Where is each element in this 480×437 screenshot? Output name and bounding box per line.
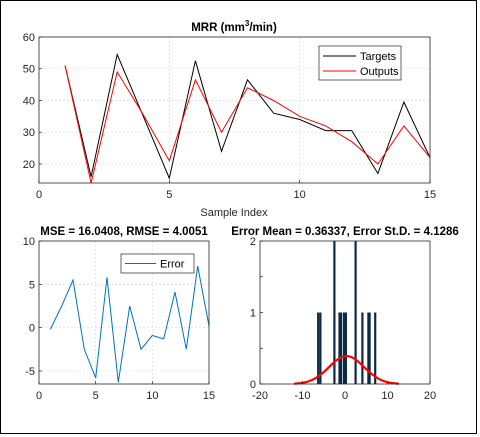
histogram-bar	[354, 241, 357, 384]
error-ytick-label: 10	[23, 236, 35, 248]
error-legend: Error	[120, 253, 195, 274]
error-xtick-label: 15	[203, 390, 215, 402]
histogram-xtick-label: 20	[424, 390, 436, 402]
error-axes-box	[38, 240, 210, 385]
histogram-chart-title: Error Mean = 0.36337, Error St.D. = 4.12…	[231, 226, 459, 238]
histogram-ytick-label: 1	[250, 308, 256, 320]
legend-label-error: Error	[160, 259, 185, 271]
top-x-axis-label: Sample Index	[200, 207, 268, 219]
error-ytick-label: -5	[25, 366, 35, 378]
top-series-outputs-line	[64, 65, 431, 184]
top-ytick-label: 20	[23, 159, 35, 171]
histogram-bars	[317, 241, 377, 384]
error-xtick-label: 10	[146, 390, 158, 402]
error-chart-title: MSE = 16.0408, RMSE = 4.0051	[40, 226, 208, 238]
error-ytick-label: 5	[29, 279, 35, 291]
histogram-bar	[344, 312, 347, 384]
histogram-bar	[368, 312, 371, 384]
histogram-fit	[293, 354, 400, 385]
normal-fit-curve	[293, 354, 400, 385]
top-xtick-label: 5	[166, 189, 172, 201]
error-legend-box	[120, 253, 195, 274]
top-xtick-label: 15	[424, 189, 436, 201]
top-ytick-label: 40	[23, 95, 35, 107]
histogram-ytick-label: 2	[250, 236, 256, 248]
top-series-targets-line	[64, 52, 431, 180]
error-series-error-line	[49, 266, 210, 383]
histogram-bar	[343, 312, 346, 384]
histogram-bar	[338, 312, 341, 384]
histogram-bar	[317, 312, 320, 384]
top-legend-box	[318, 45, 402, 81]
top-legend: Targets Outputs	[318, 45, 402, 81]
top-ticks: 0 5 10 15 20 30 40 50 60	[23, 32, 436, 201]
top-ytick-label: 50	[23, 64, 35, 76]
histogram-xtick-label: -10	[295, 390, 311, 402]
top-chart-title: MRR (mm3/min)	[191, 19, 277, 34]
top-chart: 0 5 10 15 20 30 40 50 60 MRR (mm3/min) Sample In…	[23, 19, 436, 219]
top-ytick-label: 30	[23, 127, 35, 139]
top-ytick-label: 60	[23, 32, 35, 44]
legend-label-outputs: Outputs	[360, 66, 399, 78]
histogram-bar	[333, 241, 336, 384]
error-xtick-label: 0	[36, 390, 42, 402]
top-axes-box	[38, 36, 431, 184]
histogram-bar	[319, 312, 322, 384]
histogram-bar	[374, 312, 377, 384]
error-lines	[49, 266, 210, 383]
top-xtick-label: 0	[36, 189, 42, 201]
histogram-xtick-label: 10	[381, 390, 393, 402]
histogram-chart: -20 -10 0 10 20 0 1 2 Error Mean = 0.36337, Err…	[231, 226, 459, 402]
error-ytick-label: 0	[29, 323, 35, 335]
histogram-bar	[367, 312, 370, 384]
histogram-ytick-label: 0	[250, 379, 256, 391]
histogram-bar	[340, 312, 343, 384]
top-lines	[64, 52, 431, 184]
legend-label-targets: Targets	[360, 51, 397, 63]
error-xtick-label: 5	[93, 390, 99, 402]
histogram-xtick-label: 0	[342, 390, 348, 402]
histogram-xtick-label: -20	[252, 390, 268, 402]
top-xtick-label: 10	[294, 189, 306, 201]
histogram-ticks: -20 -10 0 10 20 0 1 2	[250, 236, 436, 402]
histogram-bar	[361, 312, 364, 384]
